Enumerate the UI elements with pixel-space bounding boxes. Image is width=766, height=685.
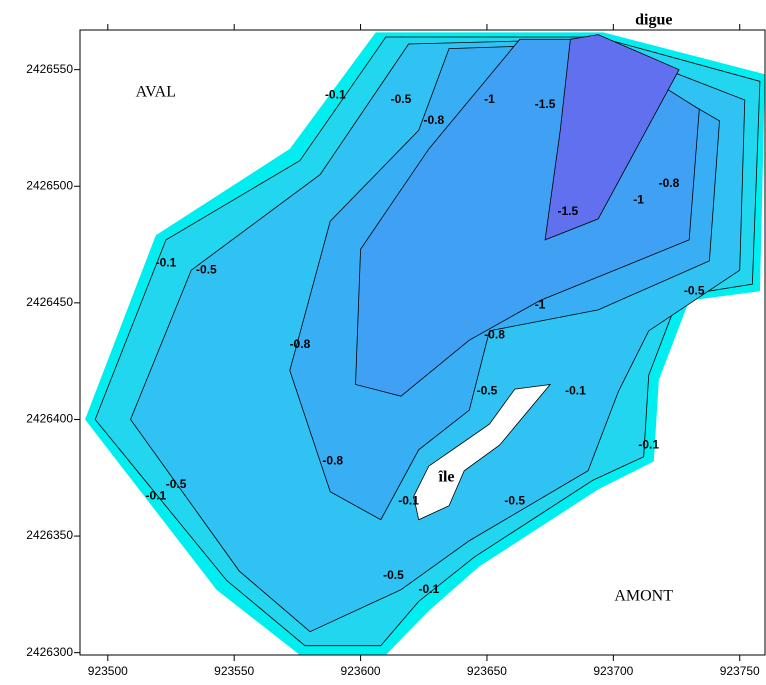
x-tick-label: 923550 [214,664,254,678]
contour-label: -0.1 [565,384,586,398]
contour-label: -0.5 [383,568,404,582]
contour-label: -1 [484,92,495,106]
contour-label: -1 [633,192,644,206]
x-tick-label: 923750 [720,664,760,678]
contour-label: -0.8 [484,328,505,342]
contour-label: -0.5 [391,92,412,106]
x-tick-label: 923600 [341,664,381,678]
contour-label: -0.8 [659,176,680,190]
y-tick-label: 2426400 [26,412,73,426]
annotation: digue [635,11,672,28]
annotation: AMONT [614,587,673,604]
contour-label: -0.8 [322,454,343,468]
contour-label: -0.1 [325,87,346,101]
contour-label: -0.5 [504,493,525,507]
contour-label: -0.1 [145,489,166,503]
contour-label: -1 [535,297,546,311]
contour-label: -0.5 [196,262,217,276]
y-tick-label: 2426550 [26,62,73,76]
contour-label: -0.1 [418,582,439,596]
contour-label: -0.5 [477,384,498,398]
y-tick-label: 2426450 [26,295,73,309]
y-tick-label: 2426300 [26,645,73,659]
contour-label: -0.1 [398,493,419,507]
contour-label: -0.5 [166,477,187,491]
y-tick-label: 2426350 [26,528,73,542]
contour-label: -0.5 [684,283,705,297]
annotation: AVAL [136,84,176,101]
x-tick-label: 923700 [593,664,633,678]
contour-label: -1.5 [535,97,556,111]
contour-label: -0.1 [156,255,177,269]
annotation: île [438,468,455,485]
y-tick-label: 2426500 [26,178,73,192]
chart: -0.1-0.5-0.8-1-1.5-0.8-1-1.5-0.5-1-0.8-0… [0,0,766,685]
contour-label: -0.8 [424,113,445,127]
x-tick-label: 923500 [88,664,128,678]
contour-label: -0.8 [290,337,311,351]
contour-label: -1.5 [557,204,578,218]
contour-label: -0.1 [638,437,659,451]
x-tick-label: 923650 [467,664,507,678]
